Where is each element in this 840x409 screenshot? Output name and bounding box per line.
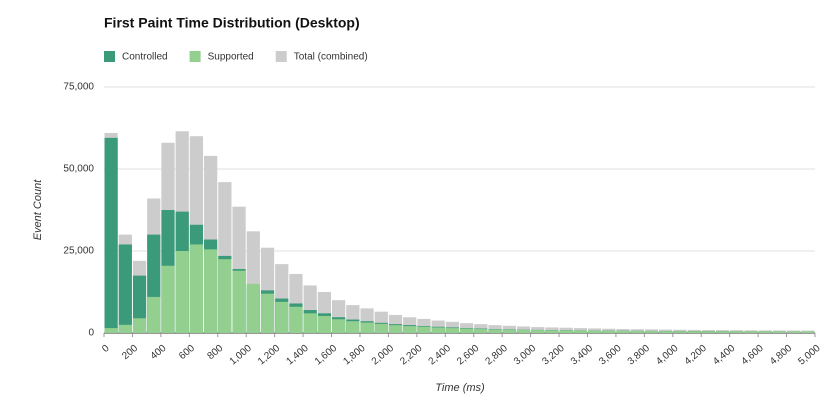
legend-swatch [189, 51, 201, 62]
bar [545, 330, 559, 333]
bar [346, 321, 360, 333]
bar [502, 329, 516, 333]
bar [360, 322, 374, 333]
bar [275, 301, 289, 333]
bar [616, 330, 630, 333]
y-tick-label: 50,000 [63, 164, 94, 175]
x-axis-label: Time (ms) [435, 382, 485, 394]
chart-title: First Paint Time Distribution (Desktop) [104, 15, 360, 31]
bar [602, 330, 616, 333]
x-tick-label: 200 [120, 343, 140, 362]
legend-label: Total (combined) [294, 52, 368, 63]
bar [531, 330, 545, 333]
x-tick-label: 4,000 [654, 343, 681, 368]
bar [289, 306, 303, 333]
bar [460, 328, 474, 333]
x-tick-label: 1,000 [228, 343, 255, 368]
bar [474, 329, 488, 333]
bar [374, 323, 388, 333]
bar [260, 293, 275, 333]
bar [175, 251, 189, 333]
bar [118, 244, 132, 333]
y-tick-label: 25,000 [63, 246, 94, 257]
bar [388, 325, 403, 333]
legend-swatch [104, 51, 115, 62]
bar [630, 330, 644, 333]
bar [303, 313, 317, 333]
x-tick-label: 4,600 [740, 343, 767, 368]
x-tick-label: 1,200 [256, 343, 283, 368]
x-tick-label: 1,400 [284, 343, 311, 368]
x-tick-label: 600 [177, 343, 197, 362]
bar [587, 330, 602, 333]
x-tick-label: 4,200 [683, 343, 710, 368]
bar [559, 330, 573, 333]
bar [147, 296, 161, 333]
bar [659, 331, 673, 333]
bar [189, 244, 204, 333]
x-tick-label: 400 [149, 343, 169, 362]
bar [232, 270, 246, 333]
x-tick-label: 5,000 [796, 343, 823, 368]
bar [644, 331, 659, 333]
bar [730, 331, 744, 333]
bar [801, 331, 815, 333]
bar [573, 330, 587, 333]
bar [317, 315, 332, 333]
bar [787, 331, 801, 333]
bar [701, 331, 715, 333]
bar [403, 326, 417, 333]
legend-swatch [275, 51, 287, 62]
bar [218, 259, 232, 333]
bar [758, 331, 772, 333]
x-tick-label: 3,200 [540, 343, 567, 368]
bar [118, 324, 132, 333]
bar [417, 326, 431, 333]
y-tick-label: 0 [88, 328, 94, 339]
bar [104, 137, 118, 333]
bar [204, 249, 218, 333]
bar [744, 331, 758, 333]
bar [132, 318, 147, 333]
x-tick-label: 2,200 [398, 343, 425, 368]
bar [445, 328, 459, 333]
bar [332, 319, 346, 333]
bar [246, 283, 260, 333]
legend-label: Controlled [122, 52, 168, 63]
bar [104, 328, 118, 333]
x-tick-label: 0 [100, 343, 112, 355]
x-tick-label: 2,000 [370, 343, 397, 368]
bar [772, 331, 787, 333]
x-tick-label: 3,400 [569, 343, 596, 368]
x-tick-label: 2,400 [427, 343, 454, 368]
x-tick-label: 3,800 [626, 343, 653, 368]
bar [687, 331, 701, 333]
x-tick-label: 4,800 [768, 343, 795, 368]
x-tick-label: 3,600 [597, 343, 624, 368]
x-tick-label: 1,800 [341, 343, 368, 368]
y-axis-label: Event Count [32, 179, 44, 240]
legend-label: Supported [208, 52, 254, 63]
x-tick-label: 2,800 [484, 343, 511, 368]
bar [673, 331, 687, 333]
x-tick-label: 800 [206, 343, 226, 362]
bar [431, 327, 445, 333]
x-tick-label: 3,000 [512, 343, 539, 368]
x-tick-label: 1,600 [313, 343, 340, 368]
bar [516, 329, 531, 333]
x-tick-label: 2,600 [455, 343, 482, 368]
x-tick-label: 4,400 [711, 343, 738, 368]
bar [488, 329, 502, 333]
bar [161, 265, 175, 333]
y-tick-label: 75,000 [63, 82, 94, 93]
bar [715, 331, 730, 333]
